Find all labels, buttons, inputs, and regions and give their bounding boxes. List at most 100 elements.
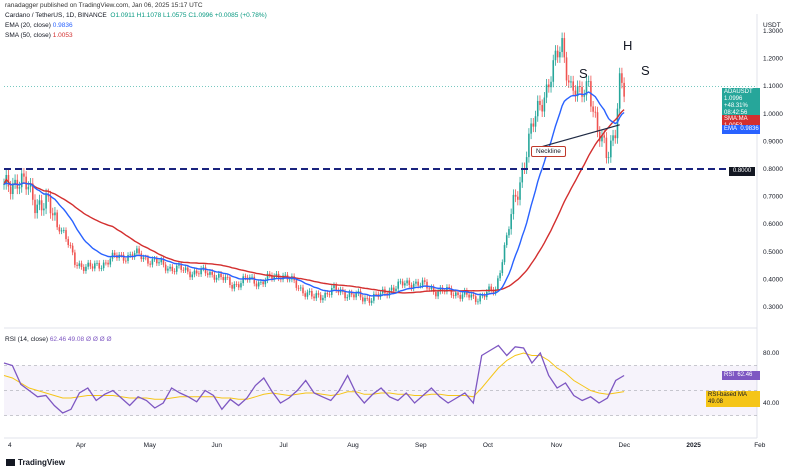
candle-body — [337, 290, 340, 293]
tradingview-logo[interactable]: TradingView — [6, 458, 65, 467]
rsi-legend[interactable]: RSI (14, close) 62.46 49.08 Ø Ø Ø Ø — [5, 336, 112, 343]
candle-body — [85, 266, 87, 272]
candle-body — [472, 294, 475, 297]
candle-body — [268, 273, 271, 276]
candle-body — [587, 81, 590, 82]
candle-body — [242, 276, 244, 284]
candle-body — [76, 264, 78, 266]
candle-body — [58, 227, 61, 232]
y-tick-label: 0.3000 — [763, 304, 783, 311]
candle-body — [328, 294, 331, 296]
candle-body — [54, 212, 56, 216]
candle-body — [621, 73, 623, 83]
candle-body — [200, 268, 202, 275]
candle-body — [107, 262, 109, 265]
y-tick-label: 1.0000 — [763, 111, 783, 118]
x-tick-label: Apr — [76, 442, 87, 449]
candle-body — [299, 287, 302, 289]
candle-body — [450, 288, 453, 296]
candle-body — [326, 292, 329, 295]
candle-body — [404, 283, 406, 286]
candle-body — [488, 286, 490, 292]
y-tick-label: 0.7000 — [763, 194, 783, 201]
candle-body — [388, 290, 391, 296]
candle-body — [448, 287, 450, 289]
candle-body — [548, 84, 550, 88]
candle-body — [193, 270, 196, 275]
candle-body — [51, 213, 54, 216]
y-tick-label: 1.1000 — [763, 83, 783, 90]
candle-body — [202, 267, 205, 269]
candle-body — [49, 196, 52, 214]
candle-body — [167, 268, 169, 271]
candle-body — [206, 273, 209, 275]
candle-body — [253, 276, 256, 284]
candle-body — [373, 294, 375, 301]
candle-body — [138, 248, 140, 254]
candle-body — [120, 254, 123, 256]
candle-body — [20, 173, 23, 188]
candle-body — [397, 281, 400, 289]
candle-body — [240, 283, 242, 288]
candle-body — [23, 173, 25, 177]
candle-body — [605, 137, 608, 159]
x-tick-label: Oct — [483, 442, 493, 449]
candle-body — [530, 123, 532, 134]
candle-body — [490, 286, 493, 290]
candle-body — [129, 254, 132, 256]
ema20-line — [3, 91, 625, 297]
candle-body — [459, 295, 462, 299]
neckline — [530, 124, 620, 151]
candle-body — [7, 174, 10, 187]
candle-body — [178, 264, 180, 266]
candle-body — [399, 281, 402, 283]
candle-body — [499, 273, 501, 279]
candle-body — [34, 199, 36, 214]
candle-body — [483, 295, 486, 298]
candle-body — [209, 271, 211, 275]
candle-body — [147, 257, 149, 264]
candle-body — [474, 296, 477, 302]
candle-body — [56, 212, 58, 228]
candle-body — [335, 285, 338, 291]
candle-body — [324, 292, 326, 298]
x-tick-label: Nov — [551, 442, 563, 449]
candle-body — [71, 245, 74, 253]
x-tick-label: 4 — [8, 442, 12, 449]
candle-body — [45, 194, 47, 209]
candle-body — [401, 281, 404, 286]
candle-body — [198, 273, 200, 275]
candle-body — [220, 273, 222, 278]
candle-body — [31, 183, 34, 200]
candle-body — [237, 284, 240, 288]
candle-body — [311, 290, 313, 297]
candle-body — [479, 295, 481, 302]
candle-body — [149, 263, 151, 265]
rsi-badge: RSI 62.46 — [722, 371, 760, 380]
candle-body — [91, 266, 94, 269]
ema-legend[interactable]: EMA (20, close) 0.9836 — [5, 22, 73, 29]
candle-body — [525, 157, 528, 169]
candle-body — [477, 301, 479, 303]
candle-body — [264, 280, 267, 285]
sma-legend[interactable]: SMA (50, close) 1.0053 — [5, 32, 73, 39]
candle-body — [229, 277, 231, 286]
candle-body — [359, 291, 362, 298]
candle-body — [368, 298, 371, 303]
candle-body — [142, 257, 145, 260]
candle-body — [528, 133, 530, 158]
candle-body — [481, 295, 484, 297]
candle-body — [89, 262, 92, 267]
candle-body — [607, 157, 610, 159]
candle-body — [554, 50, 557, 61]
y-tick-label: 1.3000 — [763, 28, 783, 35]
symbol-title: Cardano / TetherUS, 1D, BINANCE — [5, 12, 107, 19]
publisher-note: ranadagger published on TradingView.com,… — [5, 2, 203, 9]
candle-body — [541, 104, 543, 112]
candle-body — [218, 273, 220, 278]
currency-label: USDT — [763, 22, 781, 29]
candle-body — [594, 111, 597, 113]
candle-body — [532, 123, 535, 127]
candle-body — [514, 194, 517, 197]
candle-body — [67, 239, 70, 246]
